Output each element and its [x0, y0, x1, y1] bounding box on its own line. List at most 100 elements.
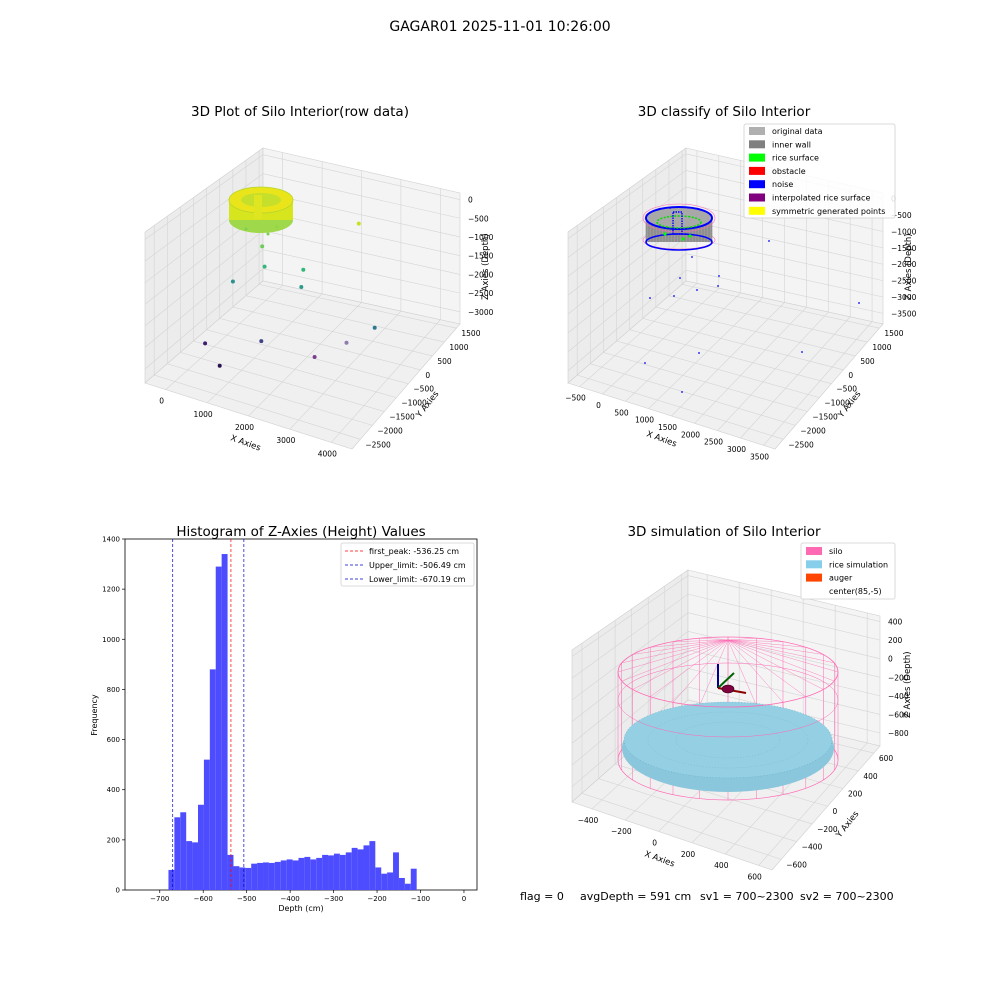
- panel-histogram: Histogram of Z-Axies (Height) Values −70…: [90, 524, 478, 913]
- raw-y-tick: −2500: [365, 440, 391, 449]
- histogram-y-label: Frequency: [90, 694, 99, 736]
- classify-legend-label: inner wall: [772, 140, 811, 149]
- sim-z-tick: 0: [888, 655, 893, 664]
- cls-x-gridline: [717, 180, 829, 431]
- sim-x-tick: 0: [652, 838, 657, 847]
- cls-z-gridline: [567, 203, 884, 296]
- raw-data-point: [372, 325, 377, 330]
- cls-y-gridline: [629, 188, 832, 385]
- histogram-bar: [310, 859, 317, 890]
- classify-noise-point: [698, 352, 700, 354]
- histogram-x-tick-label: −300: [324, 895, 343, 903]
- cls-x-gridline: [579, 150, 698, 387]
- raw-tick-labels: 0 1000 2000 3000 4000 1500 1000 500 0 −500 −1000 −1…: [159, 196, 493, 459]
- classify-noise-point: [718, 275, 720, 277]
- sim-x-tick: 200: [681, 850, 696, 859]
- raw-data-point: [262, 264, 267, 269]
- raw-data-point: [230, 279, 235, 284]
- simulation-legend-swatch: [806, 547, 822, 555]
- raw-x-label: X Axies: [229, 433, 262, 453]
- sim-z-tick: −600: [888, 710, 909, 719]
- silo-roof-spoke: [727, 639, 824, 655]
- histogram-reference-lines: [172, 539, 245, 890]
- cls-z-tick: −3000: [891, 293, 917, 302]
- silo-roof-spoke: [621, 639, 729, 682]
- histogram-bar: [333, 853, 340, 890]
- cls-x-tick: 0: [596, 401, 601, 410]
- panel-raw-title: 3D Plot of Silo Interior(row data): [191, 104, 409, 120]
- cls-x-tick: 3000: [727, 445, 746, 454]
- raw-y-tick: 1500: [461, 329, 480, 338]
- cls-y-gridline: [616, 197, 820, 398]
- raw-x-tick: 3000: [276, 436, 295, 445]
- cls-z-gridline: [567, 253, 884, 353]
- histogram-bar: [174, 817, 181, 890]
- sim-y-tick: −200: [817, 825, 838, 834]
- classify-legend-swatch: [749, 180, 765, 189]
- classify-noise-point: [717, 285, 719, 287]
- classify-noise-point: [673, 295, 675, 297]
- sim-y-tick: 600: [879, 754, 894, 763]
- histogram-bar: [268, 862, 275, 890]
- sim-z-tick: −200: [888, 673, 909, 682]
- cls-x-gridline: [625, 160, 742, 402]
- histogram-bar: [263, 862, 269, 890]
- classify-noise-point: [768, 240, 770, 242]
- cls-y-tick: 500: [860, 357, 875, 366]
- histogram-bar: [280, 860, 287, 890]
- histogram-x-tick-label: −500: [237, 895, 256, 903]
- classify-noise-point: [679, 277, 681, 279]
- histogram-bar: [345, 852, 352, 890]
- histogram-bar: [245, 867, 252, 890]
- histogram-bar: [227, 854, 234, 890]
- simulation-legend-label: silo: [829, 547, 843, 556]
- classify-tick-labels: −500 0 500 1000 1500 2000 2500 3000 3500 1500 1000…: [565, 195, 916, 462]
- histogram-legend-label: Upper_limit: -506.49 cm: [369, 561, 466, 570]
- classify-noise-points: [644, 207, 860, 393]
- sim-x-tick: 600: [748, 872, 763, 881]
- sim-x-gridline: [725, 605, 836, 855]
- cls-y-tick: −500: [836, 385, 857, 394]
- raw-z-tick: 0: [468, 196, 473, 205]
- panel-classify: 3D classify of Silo Interior −500 0 500 100…: [565, 104, 916, 461]
- classify-noise-point: [669, 207, 671, 209]
- simulation-legend-label: rice simulation: [829, 560, 888, 569]
- silo-roof-spoke: [727, 639, 757, 706]
- histogram-bar: [357, 849, 364, 890]
- histogram-bar: [404, 883, 411, 890]
- histogram-x-tick-label: −200: [367, 895, 386, 903]
- classify-legend-swatch: [749, 153, 765, 162]
- silo-roof-spoke: [727, 639, 806, 648]
- cls-y-gridline: [576, 225, 784, 440]
- cls-x-gridline: [602, 155, 720, 395]
- cls-z-tick: −2000: [891, 260, 917, 269]
- histogram-legend: first_peak: -536.25 cm Upper_limit: -506.…: [340, 542, 475, 587]
- raw-z-tick: −500: [468, 214, 489, 223]
- cls-z-tick: −2500: [891, 277, 917, 286]
- raw-z-tick: −3000: [468, 308, 494, 317]
- raw-data-point: [344, 340, 349, 345]
- raw-data-point: [260, 244, 265, 249]
- histogram-bar: [369, 841, 376, 890]
- histogram-bar: [233, 866, 240, 890]
- histogram-bar: [322, 854, 329, 890]
- silo-roof-spoke: [650, 639, 729, 648]
- status-footer: flag = 0 avgDepth = 591 cm sv1 = 700~230…: [520, 890, 894, 903]
- histogram-y-tick-label: 1400: [102, 536, 120, 544]
- histogram-bar: [292, 860, 299, 890]
- cls-z-tick: −1500: [891, 244, 917, 253]
- histogram-bar: [398, 877, 405, 890]
- raw-x-gridline: [248, 170, 362, 417]
- classify-z-label: Z Axies (Depth): [904, 233, 914, 300]
- classify-noise-point: [696, 289, 698, 291]
- cls-x-tick: 1000: [635, 416, 654, 425]
- histogram-y-tick-label: 600: [107, 736, 120, 744]
- raw-y-tick: 0: [425, 371, 430, 380]
- cls-z-tick: −3500: [891, 309, 917, 318]
- simulation-legend-swatch: [806, 573, 822, 582]
- histogram-bar: [298, 857, 305, 890]
- raw-axes-box: [144, 147, 461, 450]
- cls-z-tick: −500: [891, 211, 912, 220]
- classify-noise-point: [644, 362, 646, 364]
- silo-roof-spoke: [617, 639, 729, 673]
